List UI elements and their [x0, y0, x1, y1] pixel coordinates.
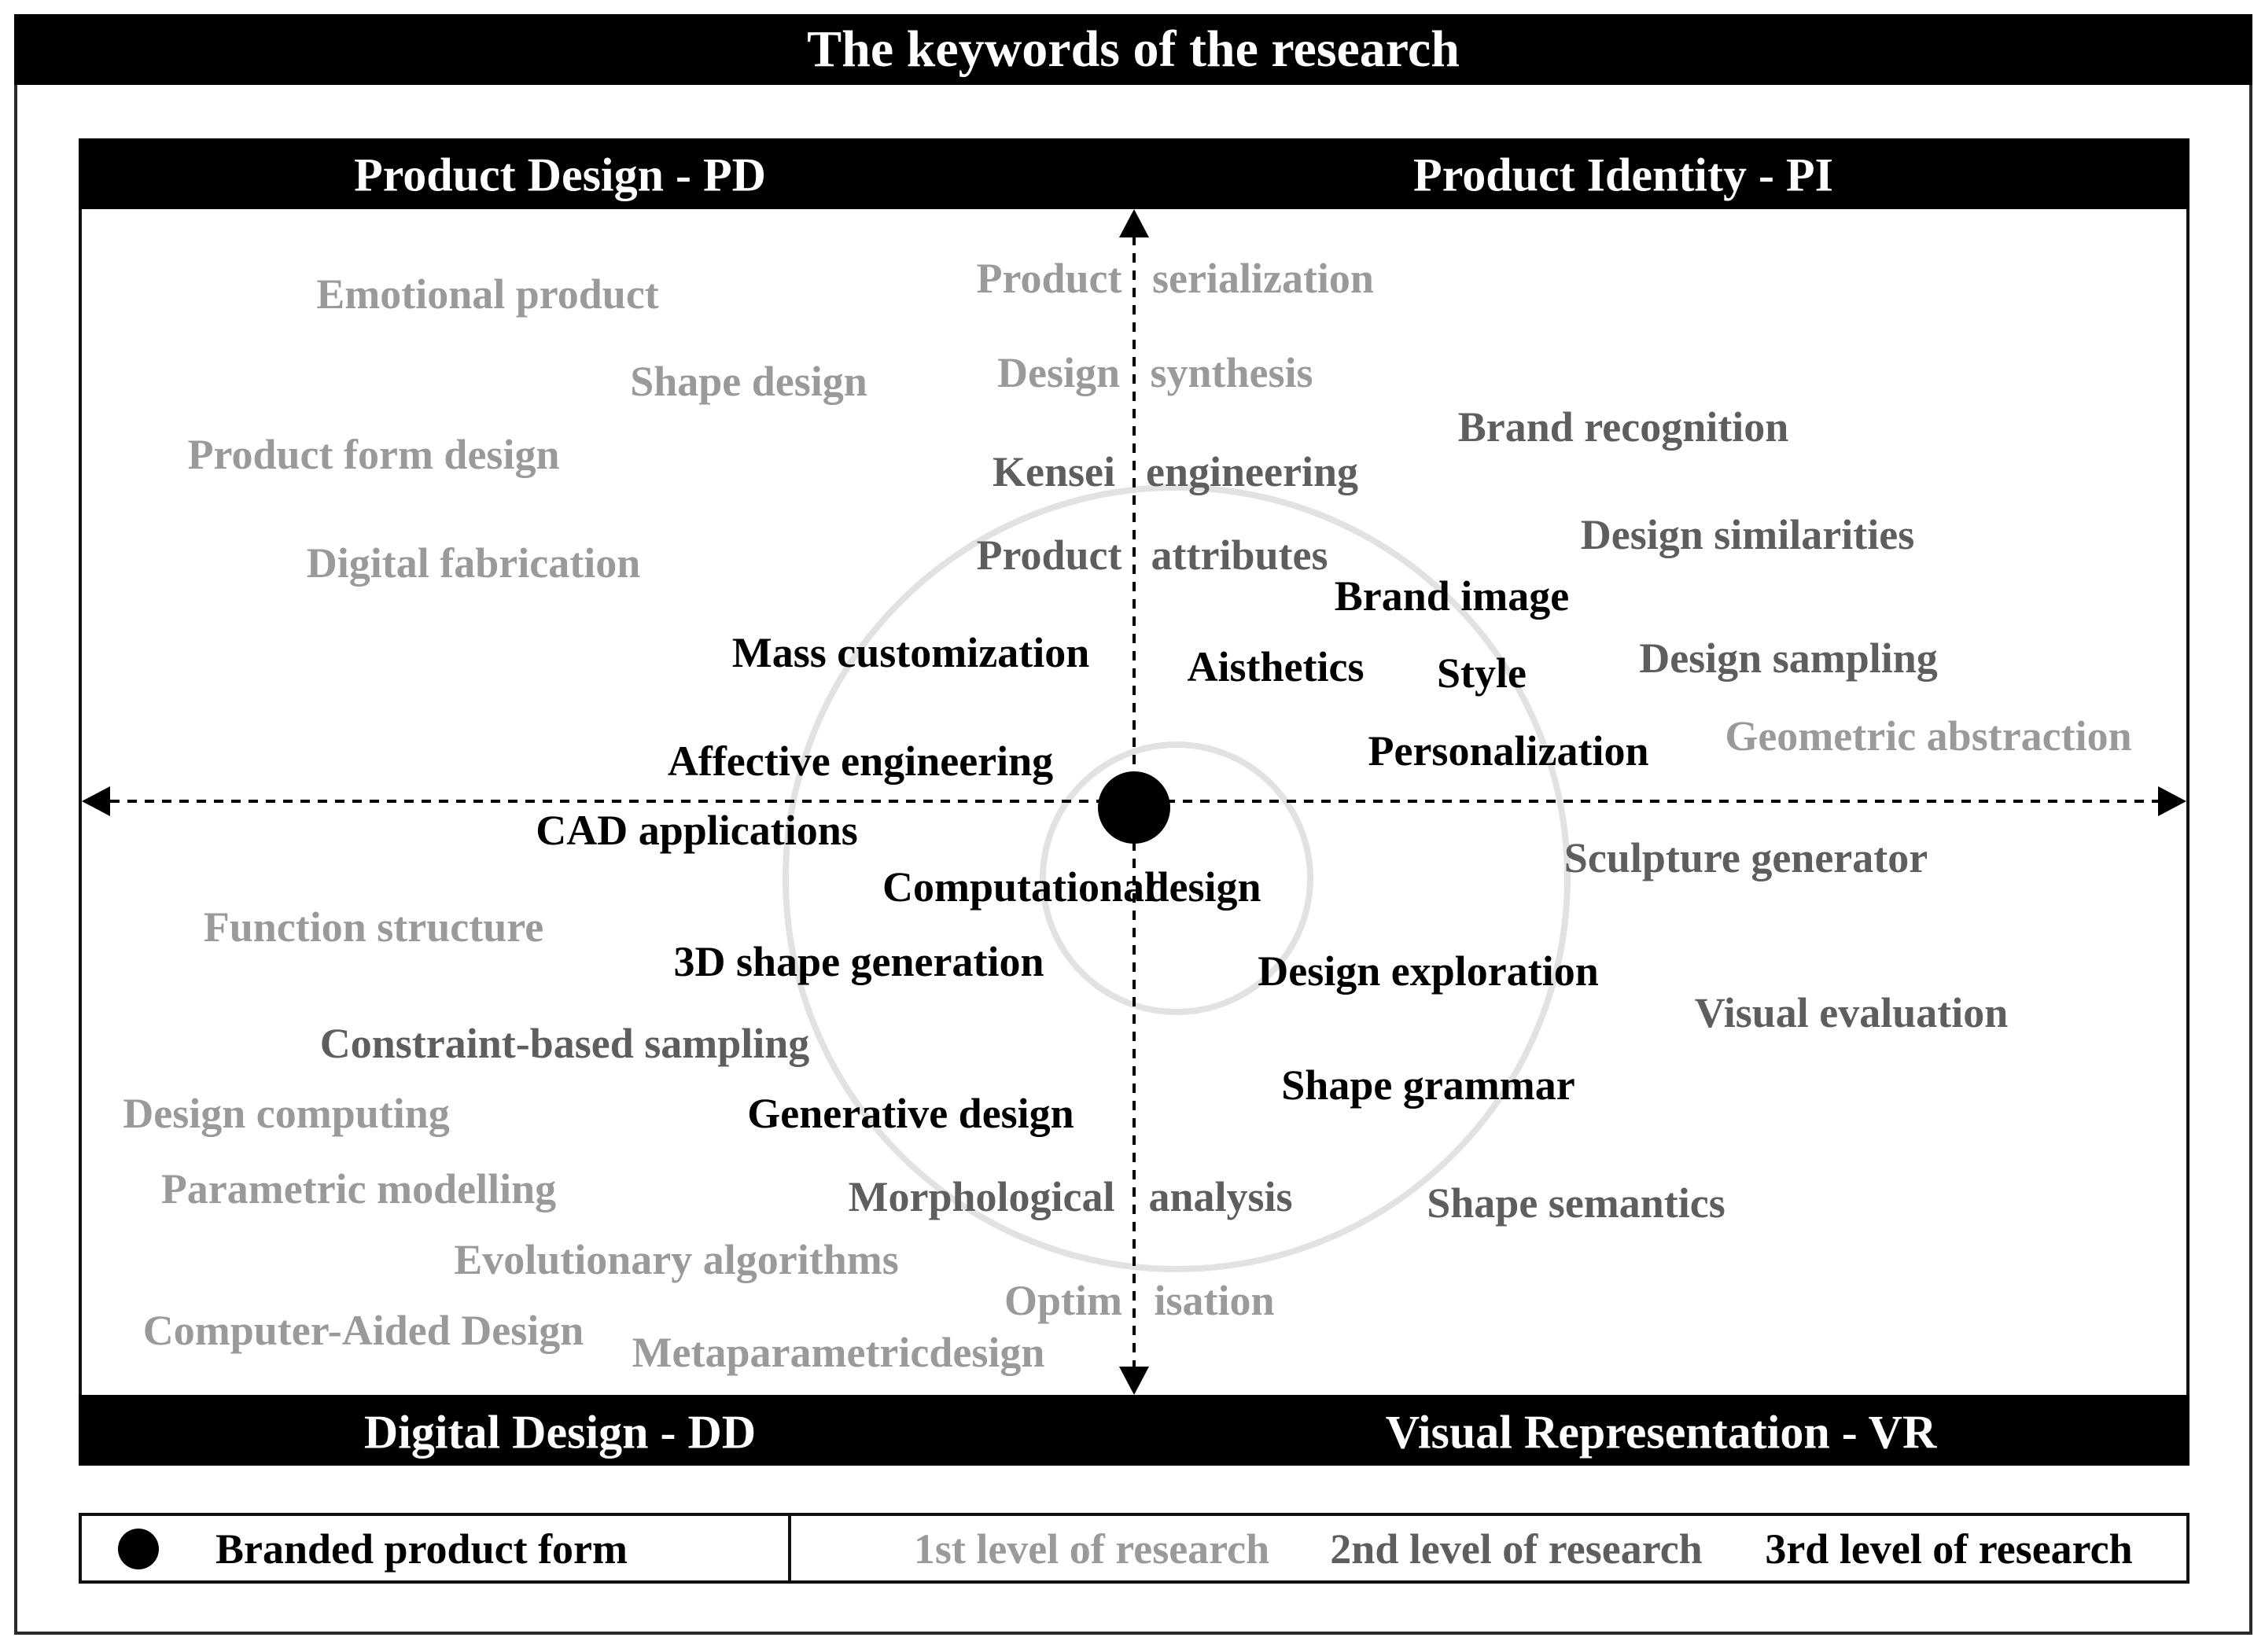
keyword-optimisation-right: isation	[1154, 1277, 1275, 1324]
keyword-shape-design: Shape design	[630, 358, 867, 405]
legend-level3: 3rd level of research	[1765, 1525, 2133, 1573]
keyword-brand-image: Brand image	[1334, 572, 1570, 620]
keyword-computational-design-left: Computational	[882, 863, 1157, 911]
keyword-morphological-analysis-left: Morphological	[848, 1173, 1115, 1220]
keyword-parametric-modelling: Parametric modelling	[160, 1165, 557, 1212]
top-quadrant-bar	[79, 138, 2190, 209]
keyword-kensei-engineering-right: engineering	[1146, 448, 1358, 495]
legend-level1: 1st level of research	[913, 1525, 1270, 1573]
legend-branded-product-form: Branded product form	[215, 1525, 628, 1573]
keyword-cad-applications: CAD applications	[536, 807, 858, 854]
outer-research-circle	[783, 484, 1571, 1272]
branded-product-form-dot	[1098, 771, 1170, 844]
keyword-constraint-based-sampling: Constraint-based sampling	[319, 1020, 810, 1067]
bottom-quadrant-bar	[79, 1395, 2190, 1466]
keyword-evolutionary-algorithms: Evolutionary algorithms	[454, 1236, 899, 1283]
keyword-optimisation-left: Optim	[1004, 1277, 1123, 1324]
keyword-kensei-engineering-left: Kensei	[993, 448, 1115, 495]
keyword-emotional-product: Emotional product	[316, 270, 659, 318]
arrow-up-icon	[1119, 209, 1149, 237]
arrow-down-icon	[1119, 1367, 1149, 1395]
keyword-shape-grammar: Shape grammar	[1281, 1061, 1575, 1109]
keyword-metaparametricdesign: Metaparametricdesign	[632, 1329, 1045, 1376]
diagram-title: The keywords of the research	[14, 14, 2252, 85]
quadrant-label-digital-design: Digital Design - DD	[363, 1406, 757, 1459]
keyword-3d-shape-generation: 3D shape generation	[673, 938, 1044, 985]
legend-branded-product-dot-icon	[118, 1529, 159, 1569]
quadrant-label-product-identity: Product Identity - PI	[1413, 149, 1833, 201]
keyword-generative-design: Generative design	[747, 1090, 1074, 1137]
quadrant-label-product-design: Product Design - PD	[354, 149, 766, 201]
keyword-visual-evaluation: Visual evaluation	[1694, 989, 2009, 1036]
keyword-digital-fabrication: Digital fabrication	[306, 539, 641, 587]
keyword-design-sampling: Design sampling	[1639, 635, 1938, 682]
keyword-morphological-analysis-right: analysis	[1148, 1173, 1293, 1220]
keyword-design-computing: Design computing	[123, 1090, 450, 1137]
keyword-mass-customization: Mass customization	[731, 629, 1090, 676]
legend	[79, 1513, 2190, 1584]
keyword-computer-aided-design: Computer-Aided Design	[142, 1307, 584, 1354]
keyword-shape-semantics: Shape semantics	[1427, 1179, 1725, 1227]
keyword-product-attributes-right: attributes	[1151, 532, 1328, 579]
legend-divider	[788, 1513, 791, 1584]
keyword-affective-engineering: Affective engineering	[667, 738, 1054, 785]
keyword-design-exploration: Design exploration	[1258, 947, 1599, 995]
keyword-product-attributes-left: Product	[976, 532, 1122, 579]
keyword-design-synthesis-left: Design	[996, 349, 1121, 396]
keyword-aisthetics: Aisthetics	[1187, 643, 1365, 690]
keyword-geometric-abstraction: Geometric abstraction	[1725, 712, 2132, 760]
quadrant-label-visual-representation: Visual Representation - VR	[1385, 1406, 1937, 1459]
keyword-brand-recognition: Brand recognition	[1457, 403, 1789, 451]
keyword-style: Style	[1437, 649, 1527, 697]
keyword-personalization: Personalization	[1368, 727, 1649, 774]
arrow-right-icon	[2158, 786, 2186, 816]
keyword-product-serialization-right: serialization	[1152, 255, 1374, 302]
keyword-product-serialization-left: Product	[976, 255, 1122, 302]
inner-research-circle	[1040, 741, 1313, 1015]
legend-level2: 2nd level of research	[1330, 1525, 1703, 1573]
keyword-sculpture-generator: Sculpture generator	[1563, 834, 1928, 881]
keyword-product-form-design: Product form design	[187, 431, 560, 478]
keyword-function-structure: Function structure	[203, 903, 544, 951]
keyword-design-synthesis-right: synthesis	[1150, 349, 1313, 396]
keyword-design-similarities: Design similarities	[1580, 511, 1915, 558]
keyword-computational-design-right: design	[1145, 863, 1261, 911]
arrow-left-icon	[82, 786, 110, 816]
